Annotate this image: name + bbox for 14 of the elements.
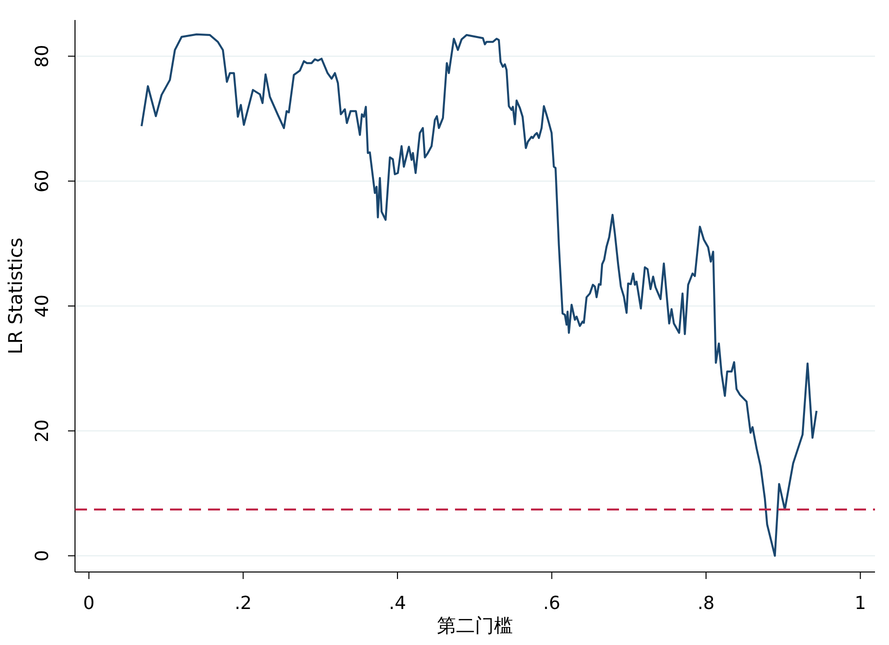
x-tick-label: .6 bbox=[543, 593, 560, 614]
x-tick-label: 0 bbox=[83, 593, 95, 614]
y-tick-label: 40 bbox=[32, 294, 53, 318]
y-tick-label: 0 bbox=[32, 550, 53, 562]
x-axis-title: 第二门槛 bbox=[437, 615, 513, 637]
line-series bbox=[140, 33, 818, 557]
y-tick-label: 80 bbox=[32, 44, 53, 68]
y-axis-title: LR Statistics bbox=[5, 238, 27, 354]
y-tick-label: 60 bbox=[32, 170, 53, 193]
x-tick-label: 1 bbox=[854, 593, 866, 614]
x-tick-label: .4 bbox=[388, 593, 406, 614]
x-tick-label: .8 bbox=[697, 593, 715, 614]
x-tick-label: .2 bbox=[234, 593, 252, 614]
y-tick-label: 20 bbox=[32, 419, 53, 442]
